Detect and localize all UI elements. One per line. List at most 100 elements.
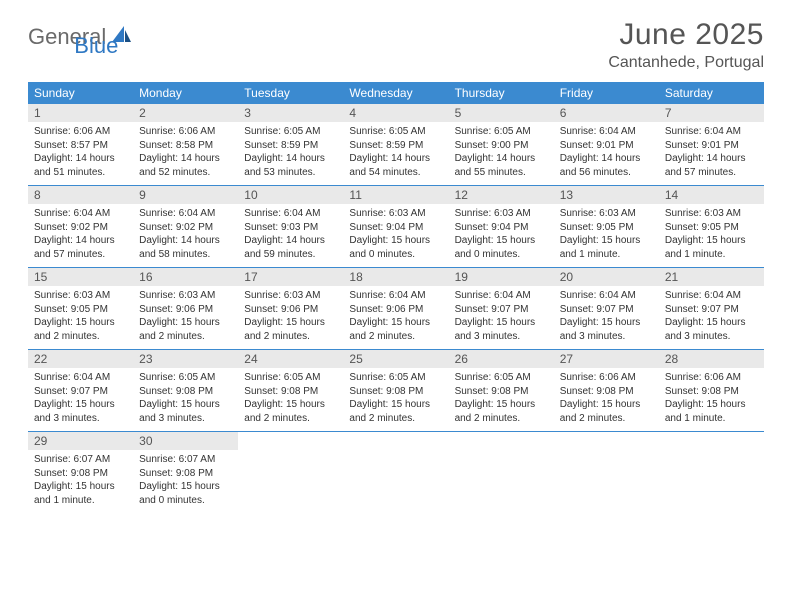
day-cell: 23Sunrise: 6:05 AMSunset: 9:08 PMDayligh… — [133, 350, 238, 431]
week-row: 1Sunrise: 6:06 AMSunset: 8:57 PMDaylight… — [28, 104, 764, 186]
day-body: Sunrise: 6:05 AMSunset: 8:59 PMDaylight:… — [343, 122, 448, 179]
sunrise-line: Sunrise: 6:06 AM — [34, 125, 127, 139]
day-number: 10 — [238, 186, 343, 204]
day-cell: 1 Sunrise: 6:06 AMSunset: 8:57 PMDaylight… — [28, 104, 133, 185]
logo-text-blue: Blue — [74, 33, 118, 58]
sunset-line: Sunset: 9:08 PM — [139, 467, 232, 481]
day-body: Sunrise: 6:04 AMSunset: 9:01 PMDaylight:… — [554, 122, 659, 179]
day-number: 29 — [28, 432, 133, 450]
day-number: 22 — [28, 350, 133, 368]
day-number: 1 — [28, 104, 133, 122]
calendar-page: General Blue June 2025 Cantanhede, Portu… — [0, 0, 792, 533]
title-block: June 2025 Cantanhede, Portugal — [608, 18, 764, 72]
day-cell: 28 Sunrise: 6:06 AMSunset: 9:08 PMDayligh… — [659, 350, 764, 431]
weekday-header: Tuesday — [238, 82, 343, 104]
sunset-line: Sunset: 9:05 PM — [34, 303, 127, 317]
day-number: 16 — [133, 268, 238, 286]
day-number: 11 — [343, 186, 448, 204]
day-number: 6 — [554, 104, 659, 122]
daylight-line: Daylight: 14 hours and 58 minutes. — [139, 234, 232, 261]
sunrise-line: Sunrise: 6:04 AM — [455, 289, 548, 303]
weekday-header: Wednesday — [343, 82, 448, 104]
daylight-line: Daylight: 15 hours and 1 minute. — [560, 234, 653, 261]
day-body: Sunrise: 6:04 AMSunset: 9:07 PMDaylight:… — [449, 286, 554, 343]
daylight-line: Daylight: 15 hours and 3 minutes. — [455, 316, 548, 343]
day-body: Sunrise: 6:03 AMSunset: 9:05 PMDaylight:… — [28, 286, 133, 343]
day-cell: 30Sunrise: 6:07 AMSunset: 9:08 PMDayligh… — [133, 432, 238, 513]
sunset-line: Sunset: 9:02 PM — [139, 221, 232, 235]
sunrise-line: Sunrise: 6:04 AM — [665, 289, 758, 303]
sunrise-line: Sunrise: 6:05 AM — [455, 371, 548, 385]
daylight-line: Daylight: 15 hours and 2 minutes. — [560, 398, 653, 425]
daylight-line: Daylight: 15 hours and 2 minutes. — [244, 398, 337, 425]
daylight-line: Daylight: 15 hours and 1 minute. — [665, 398, 758, 425]
daylight-line: Daylight: 15 hours and 1 minute. — [34, 480, 127, 507]
day-number: 17 — [238, 268, 343, 286]
daylight-line: Daylight: 15 hours and 2 minutes. — [349, 316, 442, 343]
location: Cantanhede, Portugal — [608, 54, 764, 72]
sunset-line: Sunset: 9:06 PM — [349, 303, 442, 317]
day-cell: 5Sunrise: 6:05 AMSunset: 9:00 PMDaylight… — [449, 104, 554, 185]
sunrise-line: Sunrise: 6:04 AM — [34, 207, 127, 221]
sunset-line: Sunset: 9:03 PM — [244, 221, 337, 235]
sunrise-line: Sunrise: 6:05 AM — [244, 125, 337, 139]
sunrise-line: Sunrise: 6:06 AM — [139, 125, 232, 139]
day-number: 28 — [659, 350, 764, 368]
sunrise-line: Sunrise: 6:07 AM — [139, 453, 232, 467]
day-cell: 25Sunrise: 6:05 AMSunset: 9:08 PMDayligh… — [343, 350, 448, 431]
sunset-line: Sunset: 9:06 PM — [139, 303, 232, 317]
day-cell: 27Sunrise: 6:06 AMSunset: 9:08 PMDayligh… — [554, 350, 659, 431]
daylight-line: Daylight: 14 hours and 57 minutes. — [34, 234, 127, 261]
sunset-line: Sunset: 9:00 PM — [455, 139, 548, 153]
day-body: Sunrise: 6:05 AMSunset: 9:08 PMDaylight:… — [238, 368, 343, 425]
daylight-line: Daylight: 15 hours and 3 minutes. — [665, 316, 758, 343]
sunset-line: Sunset: 9:08 PM — [349, 385, 442, 399]
sunset-line: Sunset: 9:07 PM — [665, 303, 758, 317]
sunset-line: Sunset: 9:08 PM — [665, 385, 758, 399]
sunrise-line: Sunrise: 6:03 AM — [665, 207, 758, 221]
sunrise-line: Sunrise: 6:04 AM — [34, 371, 127, 385]
day-number: 23 — [133, 350, 238, 368]
day-cell: 20Sunrise: 6:04 AMSunset: 9:07 PMDayligh… — [554, 268, 659, 349]
daylight-line: Daylight: 14 hours and 56 minutes. — [560, 152, 653, 179]
day-number: 3 — [238, 104, 343, 122]
day-number: 2 — [133, 104, 238, 122]
day-number: 21 — [659, 268, 764, 286]
weekday-header-row: SundayMondayTuesdayWednesdayThursdayFrid… — [28, 82, 764, 104]
day-body: Sunrise: 6:04 AMSunset: 9:03 PMDaylight:… — [238, 204, 343, 261]
day-body: Sunrise: 6:03 AMSunset: 9:05 PMDaylight:… — [659, 204, 764, 261]
sunrise-line: Sunrise: 6:04 AM — [139, 207, 232, 221]
daylight-line: Daylight: 15 hours and 0 minutes. — [455, 234, 548, 261]
sunrise-line: Sunrise: 6:04 AM — [560, 289, 653, 303]
day-cell: 19Sunrise: 6:04 AMSunset: 9:07 PMDayligh… — [449, 268, 554, 349]
sunrise-line: Sunrise: 6:03 AM — [139, 289, 232, 303]
sunset-line: Sunset: 9:07 PM — [560, 303, 653, 317]
header: General Blue June 2025 Cantanhede, Portu… — [28, 18, 764, 72]
sunrise-line: Sunrise: 6:05 AM — [349, 371, 442, 385]
day-body: Sunrise: 6:07 AMSunset: 9:08 PMDaylight:… — [28, 450, 133, 507]
sunset-line: Sunset: 9:05 PM — [665, 221, 758, 235]
day-cell: 3Sunrise: 6:05 AMSunset: 8:59 PMDaylight… — [238, 104, 343, 185]
daylight-line: Daylight: 15 hours and 0 minutes. — [139, 480, 232, 507]
sunset-line: Sunset: 9:02 PM — [34, 221, 127, 235]
day-body: Sunrise: 6:05 AMSunset: 9:08 PMDaylight:… — [343, 368, 448, 425]
sunset-line: Sunset: 8:57 PM — [34, 139, 127, 153]
day-body: Sunrise: 6:06 AMSunset: 8:58 PMDaylight:… — [133, 122, 238, 179]
day-body: Sunrise: 6:04 AMSunset: 9:06 PMDaylight:… — [343, 286, 448, 343]
day-number: 20 — [554, 268, 659, 286]
sunset-line: Sunset: 9:07 PM — [34, 385, 127, 399]
day-cell: 15Sunrise: 6:03 AMSunset: 9:05 PMDayligh… — [28, 268, 133, 349]
day-number: 12 — [449, 186, 554, 204]
day-body: Sunrise: 6:06 AMSunset: 9:08 PMDaylight:… — [554, 368, 659, 425]
day-cell: 17Sunrise: 6:03 AMSunset: 9:06 PMDayligh… — [238, 268, 343, 349]
day-number: 8 — [28, 186, 133, 204]
week-row: 15Sunrise: 6:03 AMSunset: 9:05 PMDayligh… — [28, 268, 764, 350]
day-number: 14 — [659, 186, 764, 204]
sunrise-line: Sunrise: 6:06 AM — [665, 371, 758, 385]
sunrise-line: Sunrise: 6:05 AM — [455, 125, 548, 139]
day-body: Sunrise: 6:04 AMSunset: 9:02 PMDaylight:… — [133, 204, 238, 261]
day-number: 13 — [554, 186, 659, 204]
sunrise-line: Sunrise: 6:03 AM — [244, 289, 337, 303]
sunset-line: Sunset: 9:05 PM — [560, 221, 653, 235]
daylight-line: Daylight: 14 hours and 51 minutes. — [34, 152, 127, 179]
